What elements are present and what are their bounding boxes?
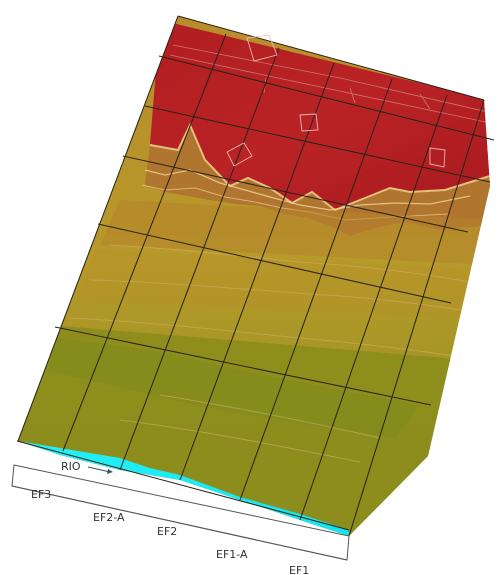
top-outlines [226, 34, 446, 168]
label-ef2a: EF2-A [93, 511, 125, 524]
label-ef1a: EF1-A [216, 548, 248, 561]
label-ef2: EF2 [157, 525, 177, 538]
label-ef1: EF1 [289, 564, 309, 575]
grid-lines [16, 15, 495, 537]
section-labels: EF3 EF2-A EF2 EF1-A EF1 [31, 488, 309, 575]
rio-annotation: RIO [61, 460, 113, 474]
label-ef3: EF3 [31, 488, 51, 501]
rio-label: RIO [61, 460, 81, 473]
